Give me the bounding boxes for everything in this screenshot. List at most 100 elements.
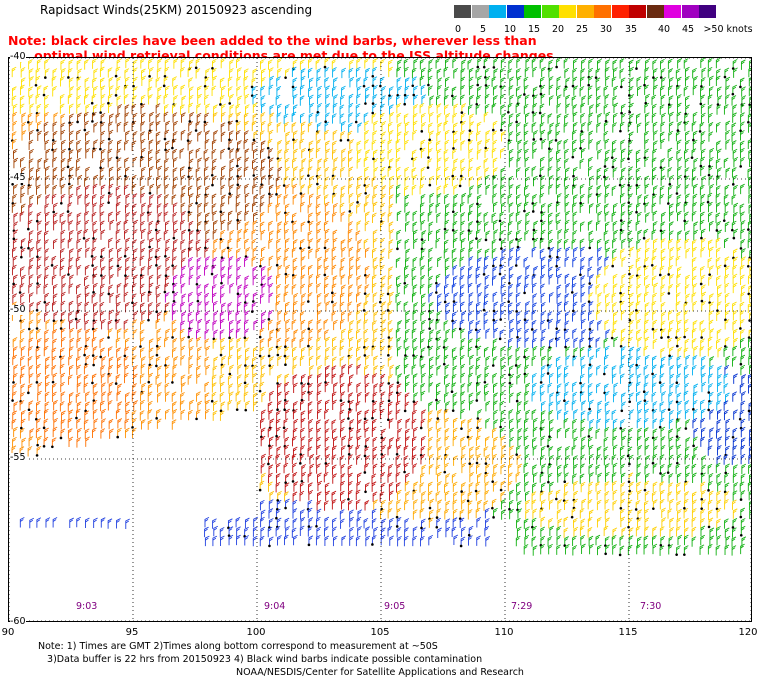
- wind-barb: [131, 391, 137, 402]
- wind-barb: [507, 221, 513, 232]
- wind-barb: [692, 67, 697, 79]
- wind-barb: [108, 121, 113, 132]
- wind-barb: [139, 410, 145, 421]
- quality-circle: [284, 363, 287, 367]
- quality-circle: [747, 409, 751, 413]
- wind-barb: [547, 347, 553, 358]
- wind-barb: [69, 517, 74, 529]
- wind-barb: [403, 355, 409, 366]
- wind-barb: [669, 365, 675, 376]
- wind-barb: [331, 292, 337, 303]
- wind-barb: [732, 499, 737, 510]
- wind-barb: [580, 445, 586, 456]
- wind-barb: [45, 148, 51, 160]
- quality-circle: [172, 236, 176, 240]
- wind-barb: [405, 328, 410, 340]
- wind-barb: [356, 248, 362, 259]
- wind-barb: [509, 499, 514, 511]
- wind-barb: [285, 140, 291, 151]
- wind-barb: [156, 203, 162, 214]
- wind-barb: [603, 121, 609, 132]
- quality-circle: [258, 354, 262, 358]
- wind-barb: [572, 381, 577, 393]
- wind-barb: [436, 174, 441, 186]
- wind-barb: [372, 337, 378, 348]
- wind-barb: [419, 58, 425, 70]
- wind-barb: [284, 203, 290, 214]
- quality-circle: [210, 272, 214, 276]
- wind-barb: [668, 284, 674, 295]
- quality-circle: [706, 200, 710, 204]
- wind-barb: [613, 85, 619, 97]
- quality-circle: [307, 382, 310, 386]
- wind-barb: [516, 445, 521, 456]
- wind-barb: [676, 184, 682, 195]
- wind-barb: [364, 373, 370, 385]
- wind-barb: [363, 419, 369, 430]
- quality-circle: [163, 137, 167, 141]
- wind-barb: [573, 347, 579, 358]
- wind-barb: [531, 320, 537, 331]
- wind-barb: [53, 264, 59, 276]
- wind-barb: [523, 435, 529, 447]
- wind-barb: [412, 446, 417, 457]
- wind-barb: [548, 318, 553, 330]
- wind-barb: [227, 374, 233, 385]
- wind-barb: [427, 283, 433, 294]
- wind-barb: [91, 246, 97, 258]
- wind-barb: [532, 426, 538, 438]
- quality-circle: [642, 390, 646, 394]
- quality-circle: [243, 336, 247, 340]
- wind-barb: [700, 77, 706, 88]
- wind-barb: [140, 363, 146, 375]
- wind-barb: [244, 210, 250, 222]
- wind-barb: [556, 247, 562, 259]
- wind-barb: [692, 193, 698, 205]
- wind-barb: [435, 273, 441, 285]
- wind-barb: [205, 364, 211, 376]
- wind-barb: [277, 140, 283, 151]
- quality-circle: [475, 461, 479, 465]
- wind-barb: [132, 86, 138, 97]
- wind-barb: [485, 76, 491, 87]
- wind-barb: [364, 382, 370, 394]
- wind-barb: [548, 409, 554, 421]
- wind-barb: [300, 121, 306, 132]
- wind-barb: [693, 408, 698, 420]
- wind-barb: [716, 104, 722, 115]
- wind-barb: [564, 256, 570, 267]
- wind-barb: [701, 381, 707, 393]
- wind-barb: [269, 75, 275, 87]
- wind-barb: [556, 157, 562, 169]
- wind-barb: [291, 111, 297, 123]
- wind-barb: [621, 392, 626, 403]
- quality-circle: [739, 362, 743, 366]
- wind-barb: [355, 103, 361, 114]
- wind-barb: [236, 248, 241, 259]
- wind-barb: [700, 365, 706, 376]
- wind-barb: [683, 301, 689, 313]
- wind-barb: [419, 202, 425, 213]
- wind-barb: [555, 356, 561, 367]
- wind-barb: [284, 247, 290, 259]
- wind-barb: [28, 365, 34, 376]
- wind-barb: [444, 157, 449, 168]
- wind-barb: [115, 66, 121, 78]
- wind-barb: [516, 131, 521, 142]
- wind-barb: [188, 77, 194, 88]
- wind-barb: [605, 410, 611, 421]
- wind-barb: [60, 193, 66, 205]
- wind-barb: [85, 130, 90, 142]
- wind-barb: [427, 490, 433, 502]
- quality-circle: [386, 292, 390, 296]
- quality-circle: [363, 454, 367, 458]
- wind-barb: [564, 113, 569, 124]
- wind-barb: [427, 158, 433, 169]
- wind-barb: [331, 58, 337, 70]
- wind-barb: [405, 248, 411, 259]
- wind-barb: [236, 257, 242, 268]
- wind-barb: [468, 266, 473, 277]
- wind-barb: [460, 247, 465, 259]
- wind-barb: [316, 444, 321, 456]
- wind-barb: [676, 149, 682, 160]
